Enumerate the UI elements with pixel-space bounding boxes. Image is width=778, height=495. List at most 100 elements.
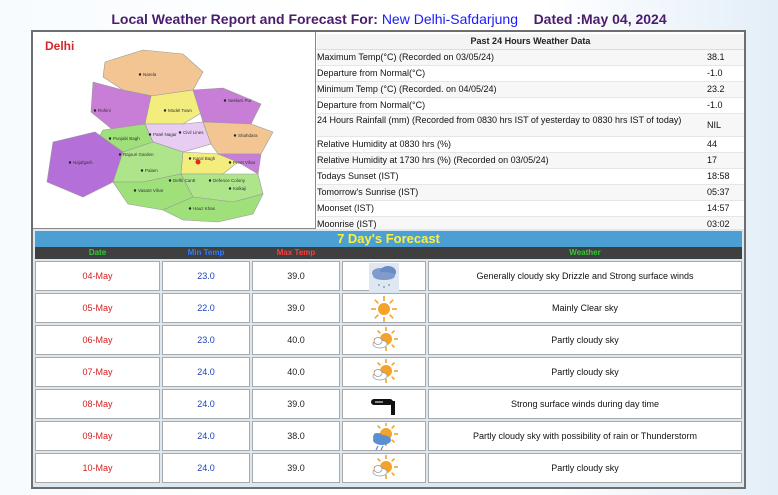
map-label-preet-vihar: Preet Vihar	[233, 160, 256, 165]
map-label-civil-lines: Civil Lines	[183, 130, 204, 135]
map-region-seelampur	[192, 87, 262, 125]
delhi-district-map: Delhi Narela Rohini Model Town Seelam Pur Pu…	[45, 39, 274, 223]
map-title: Delhi	[45, 39, 74, 53]
past-24h-panel: Past 24 Hours Weather Data Maximum Temp(…	[317, 34, 744, 233]
forecast-icon-cell	[342, 421, 426, 451]
forecast-weather: Partly cloudy sky with possibility of ra…	[428, 421, 742, 451]
past-24h-value: 38.1	[707, 52, 725, 62]
forecast-min-temp: 22.0	[162, 293, 250, 323]
map-label-najafgarh: Najafgarh	[73, 160, 93, 165]
forecast-weather: Partly cloudy sky	[428, 453, 742, 483]
map-label-rohini: Rohini	[98, 108, 111, 113]
map-label-patel-nagar: Patel Nagar	[153, 132, 177, 137]
forecast-row: 10-May 24.0 39.0 Partly cloudy sky	[35, 453, 742, 483]
forecast-date: 04-May	[35, 261, 160, 291]
forecast-max-temp: 39.0	[252, 293, 340, 323]
map-marker-safdarjung	[195, 159, 201, 165]
past-24h-value: 23.2	[707, 84, 725, 94]
past-24h-value: 14:57	[707, 203, 730, 213]
past-24h-value: 18:58	[707, 171, 730, 181]
map-label-model-town: Model Town	[168, 108, 192, 113]
report-date: Dated :May 04, 2024	[533, 11, 667, 27]
forecast-max-temp: 39.0	[252, 261, 340, 291]
map-label-kalkaji: Kalkaji	[233, 186, 246, 191]
past-24h-label: Relative Humidity at 0830 hrs (%)	[317, 139, 452, 149]
wind-icon	[371, 399, 395, 415]
map-region-hauz-khas	[162, 193, 264, 223]
map-label-shahdara: Shahdara	[238, 133, 258, 138]
partly-cloudy-rain-icon	[373, 422, 398, 451]
forecast-title: 7 Day's Forecast	[35, 231, 742, 247]
past-24h-label: Departure from Normal(°C)	[317, 100, 426, 110]
past-24h-row: Relative Humidity at 0830 hrs (%) 44	[317, 137, 744, 153]
forecast-max-temp: 40.0	[252, 325, 340, 355]
forecast-header-row: Date Min Temp Max Temp Weather	[35, 247, 742, 259]
forecast-date: 06-May	[35, 325, 160, 355]
past-24h-label: Tomorrow's Sunrise (IST)	[317, 187, 419, 197]
forecast-panel: 7 Day's Forecast Date Min Temp Max Temp …	[33, 229, 744, 487]
forecast-weather: Partly cloudy sky	[428, 325, 742, 355]
forecast-row: 06-May 23.0 40.0 Partly cloudy sky	[35, 325, 742, 355]
forecast-icon-cell	[342, 357, 426, 387]
station-name: New Delhi-Safdarjung	[381, 11, 518, 27]
past-24h-label: Maximum Temp(°C) (Recorded on 03/05/24)	[317, 52, 495, 62]
forecast-min-temp: 24.0	[162, 453, 250, 483]
forecast-row: 07-May 24.0 40.0 Partly cloudy sky	[35, 357, 742, 387]
map-label-hauz-khas: Hauz Khas	[193, 206, 216, 211]
past-24h-value: -1.0	[707, 100, 723, 110]
forecast-date: 10-May	[35, 453, 160, 483]
past-24h-row: Departure from Normal(°C) -1.0	[317, 66, 744, 82]
cloud-drizzle-icon	[369, 263, 399, 291]
sun-icon	[371, 296, 397, 322]
forecast-row: 09-May 24.0 38.0 Partly cloudy sky with pos…	[35, 421, 742, 451]
past-24h-label: Moonrise (IST)	[317, 219, 377, 229]
forecast-icon-cell	[342, 389, 426, 419]
past-24h-value: 05:37	[707, 187, 730, 197]
past-24h-value: 44	[707, 139, 718, 149]
map-region-karol-bagh	[180, 151, 239, 175]
partly-cloudy-icon	[372, 455, 398, 479]
forecast-min-temp: 24.0	[162, 357, 250, 387]
past-24h-row: Maximum Temp(°C) (Recorded on 03/05/24) 3…	[317, 50, 744, 66]
forecast-min-temp: 24.0	[162, 389, 250, 419]
partly-cloudy-icon	[372, 359, 398, 383]
past-24h-value: -1.0	[707, 68, 723, 78]
map-label-rajouri-garden: Rajouri Garden	[123, 152, 154, 157]
delhi-map-panel: Delhi Narela Rohini Model Town Seelam Pur Pu…	[33, 32, 316, 229]
forecast-date: 05-May	[35, 293, 160, 323]
forecast-min-temp: 23.0	[162, 261, 250, 291]
past-24h-row: Departure from Normal(°C) -1.0	[317, 98, 744, 114]
past-24h-row: Minimum Temp (°C) (Recorded. on 04/05/24…	[317, 82, 744, 98]
forecast-icon-cell	[342, 325, 426, 355]
map-label-karol-bagh: Karol Bagh	[193, 156, 216, 161]
map-region-model-town	[144, 89, 204, 125]
past-24h-label: Minimum Temp (°C) (Recorded. on 04/05/24…	[317, 84, 497, 94]
map-label-punjabi-bagh: Punjabi Bagh	[113, 136, 140, 141]
partly-cloudy-icon	[372, 327, 398, 351]
forecast-date: 09-May	[35, 421, 160, 451]
header-min-temp: Min Temp	[187, 248, 225, 257]
forecast-min-temp: 23.0	[162, 325, 250, 355]
forecast-icon-cell	[342, 261, 426, 291]
map-label-narela: Narela	[143, 72, 157, 77]
past-24h-row: Todays Sunset (IST) 18:58	[317, 169, 744, 185]
map-label-defence-colony: Defence Colony	[213, 178, 246, 183]
header-date: Date	[88, 248, 107, 257]
forecast-icon-cell	[342, 293, 426, 323]
header-weather: Weather	[569, 248, 601, 257]
past-24h-row: Moonset (IST) 14:57	[317, 201, 744, 217]
past-24h-title: Past 24 Hours Weather Data	[317, 34, 744, 50]
forecast-max-temp: 39.0	[252, 389, 340, 419]
past-24h-row: Relative Humidity at 1730 hrs (%) (Recor…	[317, 153, 744, 169]
header-prefix: Local Weather Report and Forecast For:	[111, 11, 378, 27]
forecast-max-temp: 39.0	[252, 453, 340, 483]
forecast-date: 08-May	[35, 389, 160, 419]
forecast-max-temp: 38.0	[252, 421, 340, 451]
map-region-shahdara	[202, 121, 274, 155]
forecast-row: 04-May 23.0 39.0 Generally cloudy sky Drizz…	[35, 261, 742, 291]
forecast-weather: Mainly Clear sky	[428, 293, 742, 323]
map-label-vasant-vihar: Vasant Vihar	[138, 188, 164, 193]
map-label-delhi-cantt: Delhi Cantt	[173, 178, 196, 183]
forecast-min-temp: 24.0	[162, 421, 250, 451]
forecast-row: 08-May 24.0 39.0 Strong surface winds durin…	[35, 389, 742, 419]
